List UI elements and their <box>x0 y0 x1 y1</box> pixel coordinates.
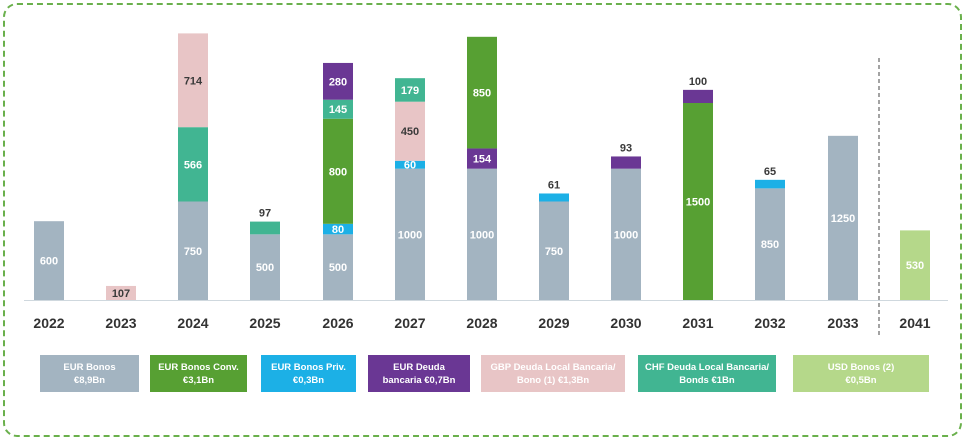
bar-segment-eur_deuda_bancaria-2031 <box>683 89 713 103</box>
data-label-eur_deuda_bancaria-2031: 100 <box>689 76 707 88</box>
bar-segment-eur_bonos_priv-2029 <box>539 193 569 202</box>
chart-frame <box>3 3 962 437</box>
bar-segment-eur_bonos_conv-2026 <box>323 118 353 224</box>
bars-layer <box>34 33 930 300</box>
data-labels-layer: 600 107 750 566 714 500 97 500 80 800 145 280 1000 60… <box>40 75 924 300</box>
bar-segment-eur_bonos-2033 <box>828 135 858 300</box>
legend-item-gbp_deuda: GBP Deuda Local Bancaria/ Bono (1) €1,3B… <box>481 355 625 392</box>
x-tick-2025: 2025 <box>249 315 280 331</box>
data-label-chf_deuda-2025: 97 <box>259 208 271 220</box>
bar-segment-gbp_deuda-2023 <box>106 285 136 300</box>
data-label-eur_bonos_priv-2026: 80 <box>332 224 344 236</box>
data-label-chf_deuda-2026: 145 <box>329 104 347 116</box>
data-label-eur_bonos_conv-2028: 850 <box>473 88 491 100</box>
x-tick-2026: 2026 <box>322 315 353 331</box>
bar-segment-gbp_deuda-2027 <box>395 101 425 161</box>
bar-segment-eur_bonos-2032 <box>755 188 785 300</box>
data-label-eur_bonos_conv-2026: 800 <box>329 166 347 178</box>
data-label-eur_bonos-2026: 500 <box>329 262 347 274</box>
x-tick-2027: 2027 <box>394 315 425 331</box>
legend-label-chf_deuda: CHF Deuda Local Bancaria/ Bonds €1Bn <box>644 361 770 386</box>
legend-item-eur_deuda_bancaria: EUR Deuda bancaria €0,7Bn <box>368 355 470 392</box>
bar-segment-chf_deuda-2027 <box>395 78 425 102</box>
data-label-eur_bonos-2027: 1000 <box>398 229 422 241</box>
legend-label-eur_deuda_bancaria: EUR Deuda bancaria €0,7Bn <box>382 361 456 386</box>
bar-segment-eur_bonos_priv-2027 <box>395 160 425 169</box>
legend-label-eur_bonos_conv: EUR Bonos Conv. €3,1Bn <box>158 361 239 386</box>
bar-segment-eur_bonos-2022 <box>34 221 64 300</box>
data-label-eur_deuda_bancaria-2028: 154 <box>473 154 492 166</box>
x-tick-2023: 2023 <box>105 315 136 331</box>
data-label-eur_bonos-2022: 600 <box>40 256 58 268</box>
data-label-eur_bonos-2028: 1000 <box>470 229 494 241</box>
bar-segment-eur_bonos-2028 <box>467 168 497 300</box>
data-label-eur_bonos-2029: 750 <box>545 246 563 258</box>
data-label-eur_bonos-2024: 750 <box>184 246 202 258</box>
bar-segment-eur_bonos-2030 <box>611 168 641 300</box>
bar-segment-eur_bonos_priv-2026 <box>323 223 353 235</box>
legend-item-chf_deuda: CHF Deuda Local Bancaria/ Bonds €1Bn <box>638 355 776 392</box>
data-label-gbp_deuda-2024: 714 <box>184 75 203 87</box>
bar-segment-eur_bonos-2029 <box>539 201 569 300</box>
legend-label-usd_bonos: USD Bonos (2) €0,5Bn <box>827 361 895 386</box>
x-tick-2033: 2033 <box>827 315 858 331</box>
x-tick-2028: 2028 <box>466 315 497 331</box>
bar-segment-eur_bonos_priv-2032 <box>755 179 785 189</box>
x-tick-2041: 2041 <box>899 315 930 331</box>
x-tick-2029: 2029 <box>538 315 569 331</box>
x-tick-2032: 2032 <box>754 315 785 331</box>
data-label-eur_bonos-2032: 850 <box>761 239 779 251</box>
legend-item-eur_bonos_conv: EUR Bonos Conv. €3,1Bn <box>150 355 247 392</box>
data-label-gbp_deuda-2023: 107 <box>112 288 130 300</box>
data-label-chf_deuda-2024: 566 <box>184 159 202 171</box>
bar-segment-eur_deuda_bancaria-2030 <box>611 156 641 169</box>
data-label-usd_bonos-2041: 530 <box>906 260 924 272</box>
data-label-eur_bonos_priv-2027: 60 <box>404 160 416 172</box>
legend-label-gbp_deuda: GBP Deuda Local Bancaria/ Bono (1) €1,3B… <box>490 361 616 386</box>
data-label-eur_deuda_bancaria-2026: 280 <box>329 76 347 88</box>
legend-item-eur_bonos: EUR Bonos €8,9Bn <box>40 355 139 392</box>
bar-segment-eur_deuda_bancaria-2026 <box>323 62 353 100</box>
data-label-eur_bonos-2025: 500 <box>256 262 274 274</box>
bar-segment-chf_deuda-2026 <box>323 99 353 119</box>
legend-label-eur_bonos_priv: EUR Bonos Priv. €0,3Bn <box>271 361 346 386</box>
x-tick-2024: 2024 <box>177 315 208 331</box>
data-label-eur_bonos-2033: 1250 <box>831 213 855 225</box>
legend-label-eur_bonos: EUR Bonos €8,9Bn <box>63 361 116 386</box>
legend-item-usd_bonos: USD Bonos (2) €0,5Bn <box>793 355 929 392</box>
bar-segment-usd_bonos-2041 <box>900 230 930 300</box>
bar-segment-chf_deuda-2024 <box>178 127 208 202</box>
bar-segment-eur_bonos_conv-2031 <box>683 103 713 300</box>
bar-segment-chf_deuda-2025 <box>250 221 280 235</box>
bar-segment-eur_bonos-2024 <box>178 201 208 300</box>
bar-segment-eur_deuda_bancaria-2028 <box>467 148 497 169</box>
data-label-eur_bonos-2030: 1000 <box>614 229 638 241</box>
x-tick-2022: 2022 <box>33 315 64 331</box>
legend-item-eur_bonos_priv: EUR Bonos Priv. €0,3Bn <box>261 355 356 392</box>
x-tick-2031: 2031 <box>682 315 713 331</box>
data-label-gbp_deuda-2027: 450 <box>401 126 419 138</box>
x-tick-2030: 2030 <box>610 315 641 331</box>
bar-segment-eur_bonos_conv-2028 <box>467 36 497 149</box>
data-label-eur_bonos_priv-2029: 61 <box>548 179 560 191</box>
bar-segment-eur_bonos-2025 <box>250 234 280 300</box>
data-label-eur_deuda_bancaria-2030: 93 <box>620 142 632 154</box>
data-label-eur_bonos_priv-2032: 65 <box>764 166 776 178</box>
data-label-eur_bonos_conv-2031: 1500 <box>686 197 710 209</box>
bar-segment-gbp_deuda-2024 <box>178 33 208 128</box>
bar-segment-eur_bonos-2027 <box>395 168 425 300</box>
data-label-chf_deuda-2027: 179 <box>401 85 419 97</box>
bar-segment-eur_bonos-2026 <box>323 234 353 300</box>
x-tick-labels: 2022 2023 2024 2025 2026 2027 2028 2029 2030 2031… <box>33 315 930 331</box>
